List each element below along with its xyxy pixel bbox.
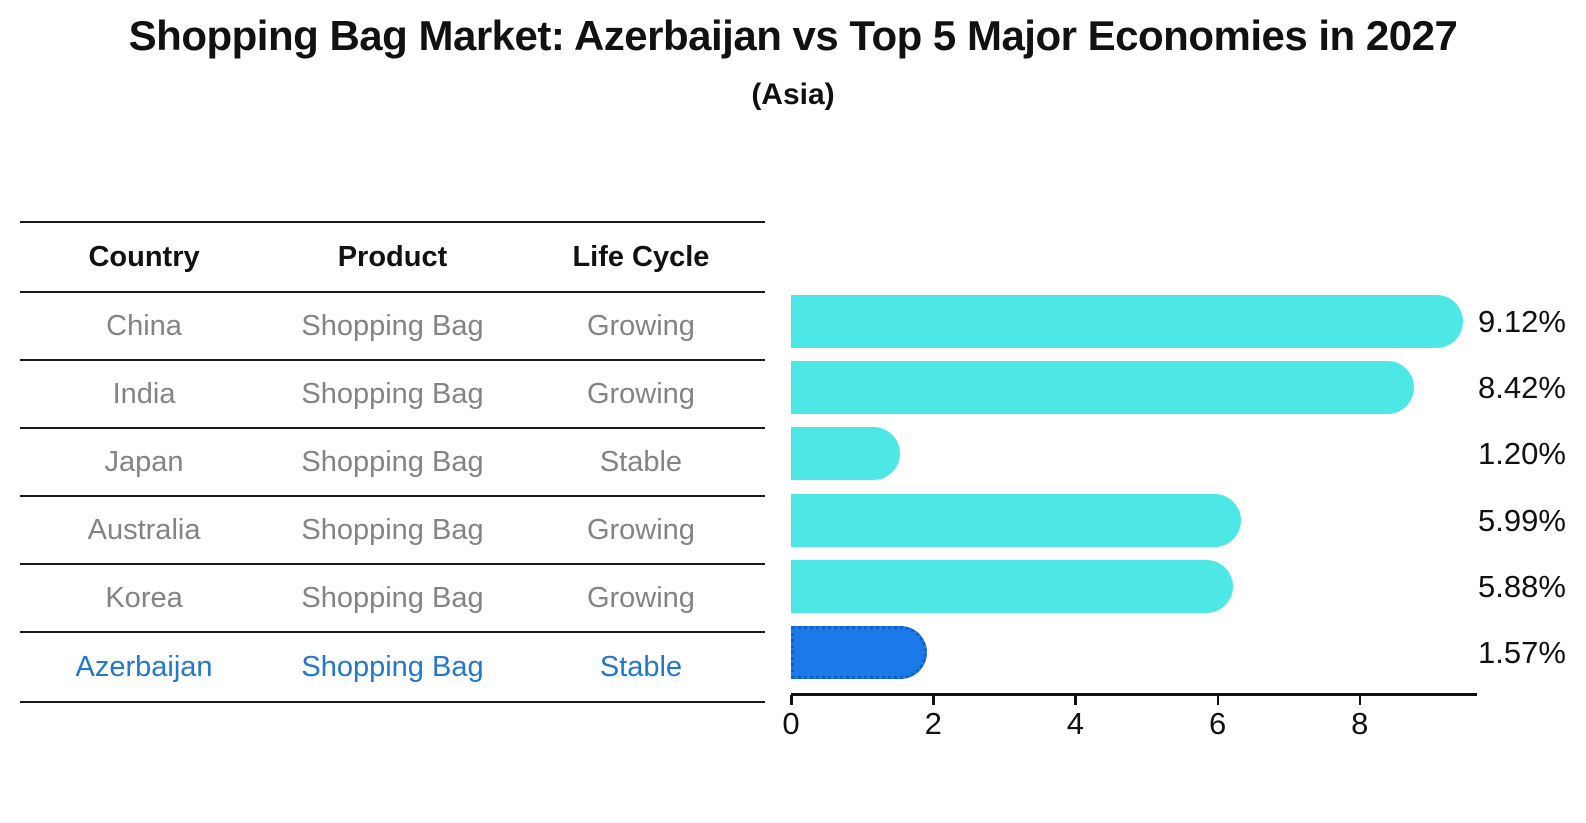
table-header-row: Country Product Life Cycle — [20, 223, 765, 293]
table-row-korea: Korea Shopping Bag Growing — [20, 565, 765, 633]
country-table: Country Product Life Cycle China Shopping Ba… — [20, 221, 765, 703]
bar-india — [791, 361, 1414, 414]
table-cell-country: India — [112, 377, 176, 410]
bar-china — [791, 295, 1463, 348]
table-cell-life-cycle: Growing — [586, 581, 695, 614]
table-cell-life-cycle: Stable — [599, 445, 683, 478]
x-axis-tick-label: 0 — [782, 706, 800, 741]
table-cell-product: Shopping Bag — [301, 650, 484, 683]
bar-value-label-india: 8.42% — [1478, 370, 1566, 405]
x-axis-tick — [1358, 695, 1362, 705]
x-axis-spine — [791, 693, 1477, 696]
table-cell-country: China — [106, 309, 182, 342]
bar-korea — [791, 560, 1233, 613]
table-cell-life-cycle: Stable — [599, 650, 683, 683]
table-cell-product: Shopping Bag — [301, 377, 484, 410]
table-cell-country: Japan — [104, 445, 184, 478]
table-cell-country: Korea — [105, 581, 183, 614]
x-axis-tick — [1216, 695, 1220, 705]
bar-value-label-korea: 5.88% — [1478, 569, 1566, 604]
bar-value-label-australia: 5.99% — [1478, 503, 1566, 538]
x-axis-tick — [932, 695, 935, 705]
table-cell-product: Shopping Bag — [301, 513, 484, 546]
table-row-china: China Shopping Bag Growing — [20, 293, 765, 361]
table-cell-life-cycle: Growing — [586, 513, 695, 546]
bar-value-label-japan: 1.20% — [1478, 436, 1566, 471]
bar-value-label-azerbaijan: 1.57% — [1478, 635, 1566, 670]
x-axis-tick — [790, 695, 793, 705]
x-axis-tick-label: 4 — [1066, 706, 1085, 741]
table-row-azerbaijan: Azerbaijan Shopping Bag Stable — [20, 633, 765, 703]
table-cell-product: Shopping Bag — [301, 309, 484, 342]
table-cell-life-cycle: Growing — [586, 309, 695, 342]
table-header-cell-country: Country — [88, 240, 200, 273]
table-row-japan: Japan Shopping Bag Stable — [20, 429, 765, 497]
x-axis-tick-label: 2 — [924, 706, 942, 741]
table-cell-country: Australia — [87, 513, 201, 546]
bar-azerbaijan — [791, 626, 927, 679]
table-header-cell-product: Product — [337, 240, 448, 273]
table-cell-product: Shopping Bag — [301, 581, 484, 614]
bar-value-label-china: 9.12% — [1478, 304, 1566, 339]
table-cell-country: Azerbaijan — [75, 650, 213, 683]
table-row-australia: Australia Shopping Bag Growing — [20, 497, 765, 565]
bar-australia — [791, 494, 1241, 547]
table-header-cell-life-cycle: Life Cycle — [572, 240, 710, 273]
table-row-india: India Shopping Bag Growing — [20, 361, 765, 429]
x-axis-tick — [1074, 695, 1077, 705]
table-cell-product: Shopping Bag — [301, 445, 484, 478]
chart-title: Shopping Bag Market: Azerbaijan vs Top 5… — [128, 12, 1458, 59]
chart-subtitle: (Asia) — [751, 78, 835, 111]
table-cell-life-cycle: Growing — [586, 377, 695, 410]
x-axis-tick-label: 8 — [1351, 706, 1369, 741]
bar-japan — [791, 427, 900, 480]
x-axis-tick-label: 6 — [1208, 706, 1227, 741]
